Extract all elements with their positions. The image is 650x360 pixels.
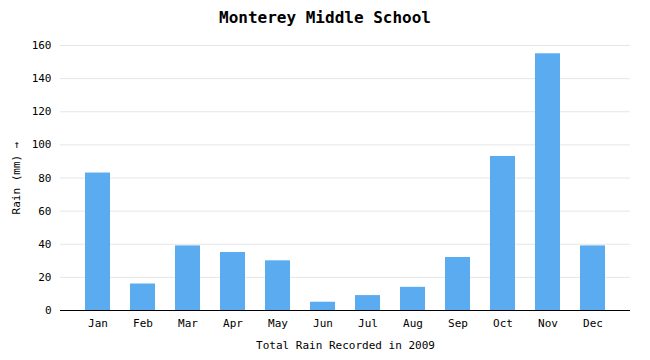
svg-text:Jan: Jan	[88, 317, 108, 330]
svg-text:100: 100	[32, 138, 52, 151]
svg-text:Oct: Oct	[493, 317, 513, 330]
svg-text:0: 0	[45, 304, 52, 317]
svg-text:Mar: Mar	[178, 317, 198, 330]
html-text:Monterey Middle School: Monterey Middle School	[219, 8, 431, 27]
svg-text:80: 80	[38, 172, 51, 185]
svg-text:Total Rain Recorded in 2009: Total Rain Recorded in 2009	[256, 339, 435, 352]
svg-text:Apr: Apr	[223, 317, 243, 330]
svg-text:60: 60	[38, 205, 51, 218]
svg-text:Jul: Jul	[358, 317, 378, 330]
svg-text:40: 40	[38, 238, 51, 251]
svg-text:Sep: Sep	[448, 317, 468, 330]
svg-text:20: 20	[38, 271, 51, 284]
svg-text:Nov: Nov	[538, 317, 558, 330]
svg-text:Dec: Dec	[583, 317, 603, 330]
svg-text:120: 120	[32, 105, 52, 118]
svg-text:Jun: Jun	[313, 317, 333, 330]
svg-text:May: May	[268, 317, 288, 330]
svg-text:160: 160	[32, 39, 52, 52]
svg-text:140: 140	[32, 72, 52, 85]
svg-text:Aug: Aug	[403, 317, 423, 330]
svg-text:Feb: Feb	[133, 317, 153, 330]
svg-text:Rain (mm) →: Rain (mm) →	[10, 141, 23, 214]
